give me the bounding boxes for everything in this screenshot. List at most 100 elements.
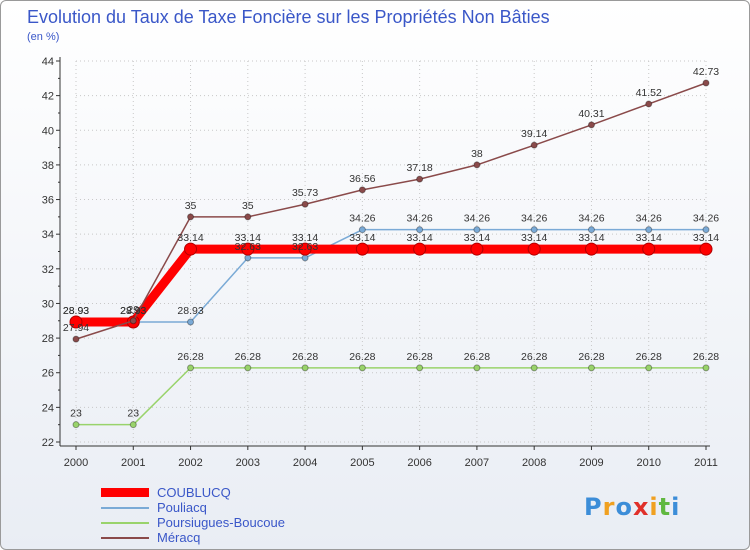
data-point: [358, 186, 366, 194]
data-point: [530, 226, 538, 234]
data-point: [355, 242, 369, 256]
data-point: [187, 364, 195, 372]
data-point: [129, 421, 137, 429]
data-label: 23: [127, 408, 139, 420]
data-point: [473, 226, 481, 234]
data-point: [416, 226, 424, 234]
data-label: 28.93: [63, 305, 89, 317]
x-tick-label: 2007: [465, 457, 489, 469]
data-label: 33.14: [693, 232, 719, 244]
data-point: [298, 242, 312, 256]
data-point: [699, 242, 713, 256]
data-label: 39.14: [521, 128, 547, 140]
data-label: 34.26: [464, 213, 490, 225]
data-point: [301, 364, 309, 372]
logo-letter: r: [602, 493, 616, 521]
data-label: 27.94: [63, 322, 89, 334]
data-point: [187, 318, 195, 326]
data-label: 32.63: [292, 241, 318, 253]
data-point: [702, 226, 710, 234]
x-tick-label: 2001: [121, 457, 145, 469]
data-label: 33.14: [292, 232, 318, 244]
data-label: 42.73: [693, 66, 719, 78]
data-label: 34.26: [349, 213, 375, 225]
data-point: [587, 121, 595, 129]
y-tick-label: 36: [42, 195, 54, 207]
x-tick-label: 2005: [350, 457, 374, 469]
chart-title: Evolution du Taux de Taxe Foncière sur l…: [27, 7, 550, 27]
data-point: [187, 213, 195, 221]
data-label: 26.28: [235, 351, 261, 363]
data-label: 37.18: [406, 162, 432, 174]
y-tick-label: 26: [42, 368, 54, 380]
data-label: 26.28: [349, 351, 375, 363]
data-label: 28.93: [120, 305, 146, 317]
logo-letter: x: [632, 493, 650, 521]
x-tick-label: 2004: [293, 457, 317, 469]
data-label: 34.26: [521, 213, 547, 225]
y-tick-label: 44: [42, 56, 54, 68]
data-point: [69, 315, 83, 329]
data-point: [301, 200, 309, 208]
legend-label: Méracq: [157, 530, 201, 545]
data-point: [473, 161, 481, 169]
data-point: [241, 242, 255, 256]
x-tick-label: 2008: [522, 457, 546, 469]
y-tick-label: 38: [42, 160, 54, 172]
y-tick-label: 40: [42, 125, 54, 137]
data-label: 26.28: [636, 351, 662, 363]
data-point: [72, 421, 80, 429]
data-point: [530, 141, 538, 149]
data-label: 26.28: [693, 351, 719, 363]
data-label: 34.26: [406, 213, 432, 225]
series-line-poursiugues-boucoue: [76, 367, 706, 426]
data-point: [645, 364, 653, 372]
series-line-pouliacq: [76, 228, 706, 323]
series-line-m-racq: [75, 82, 707, 340]
data-point: [244, 213, 252, 221]
data-point: [530, 364, 538, 372]
data-label: 26.28: [578, 351, 604, 363]
data-label: 33.14: [177, 232, 203, 244]
logo-letter: o: [615, 493, 633, 521]
data-label: 28.93: [177, 305, 203, 317]
data-point: [587, 226, 595, 234]
data-point: [129, 317, 137, 325]
data-point: [473, 364, 481, 372]
logo-letter: i: [671, 493, 681, 521]
logo-letter: t: [658, 493, 672, 521]
data-label: 33.14: [578, 232, 604, 244]
x-tick-label: 2000: [64, 457, 88, 469]
x-tick-label: 2006: [407, 457, 431, 469]
data-point: [470, 242, 484, 256]
y-tick-label: 28: [42, 333, 54, 345]
legend-swatch: [101, 488, 149, 497]
data-point: [72, 335, 80, 343]
data-point: [244, 364, 252, 372]
data-point: [587, 364, 595, 372]
data-label: 33.14: [349, 232, 375, 244]
proxiti-logo: Proxiti: [584, 493, 680, 521]
data-label: 35: [242, 200, 254, 212]
data-label: 23: [70, 408, 82, 420]
data-label: 28.93: [63, 305, 89, 317]
data-label: 34.26: [636, 213, 662, 225]
x-tick-label: 2009: [579, 457, 603, 469]
data-point: [301, 254, 309, 262]
data-label: 41.52: [636, 87, 662, 99]
data-point: [413, 242, 427, 256]
data-point: [358, 226, 366, 234]
series-line-coublucq: [76, 244, 706, 327]
data-label: 34.26: [578, 213, 604, 225]
y-tick-label: 22: [42, 437, 54, 449]
logo-letter: i: [649, 493, 659, 521]
x-tick-label: 2011: [694, 457, 718, 469]
data-point: [416, 175, 424, 183]
legend-swatch: [101, 507, 149, 509]
legend-swatch: [101, 522, 149, 524]
data-label: 32.63: [235, 241, 261, 253]
data-label: 40.31: [578, 108, 604, 120]
y-tick-label: 24: [42, 402, 54, 414]
data-label: 33.14: [636, 232, 662, 244]
